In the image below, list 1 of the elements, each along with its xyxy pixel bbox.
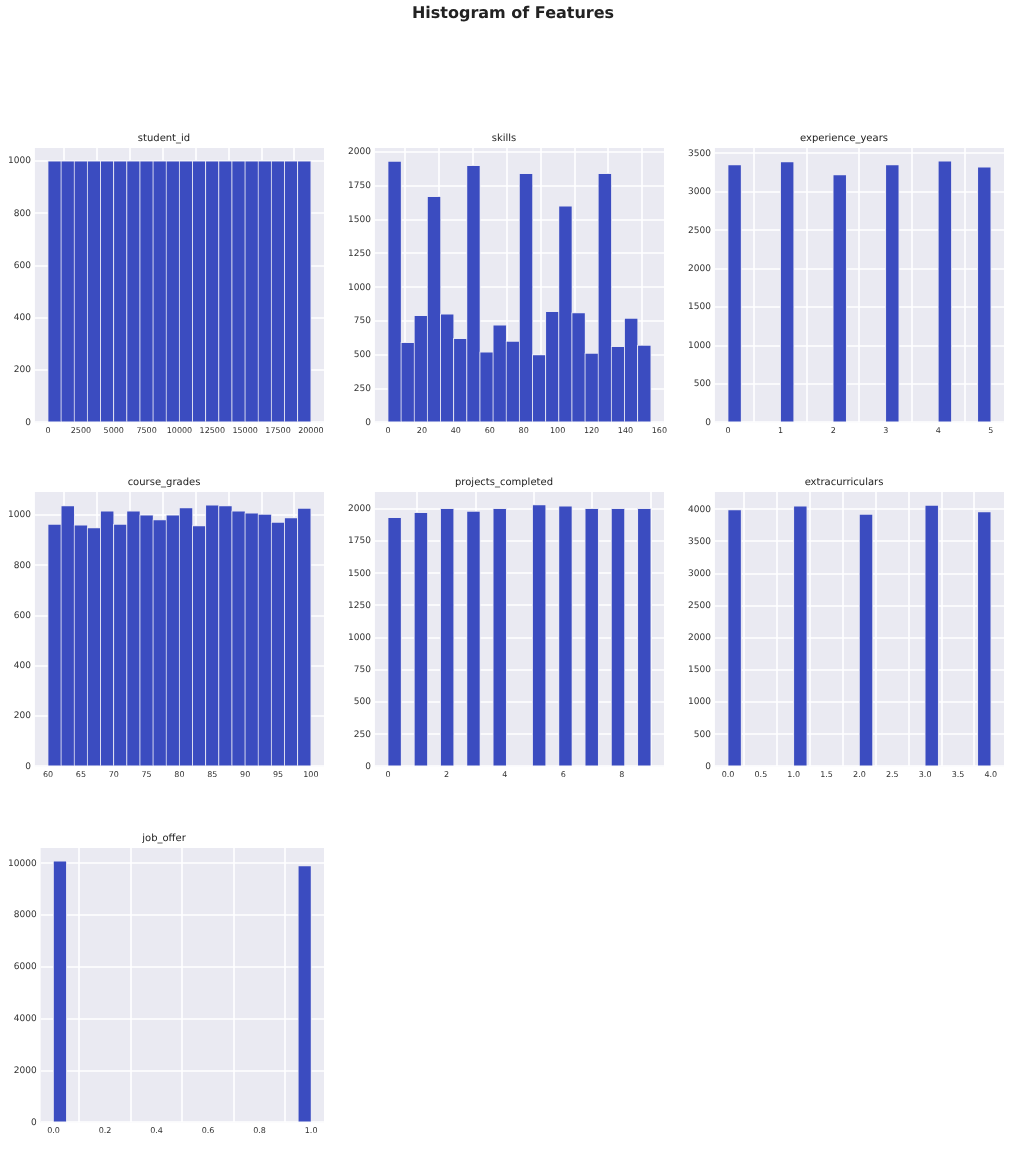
- text: Histogram of Features: [409, 2, 617, 22]
